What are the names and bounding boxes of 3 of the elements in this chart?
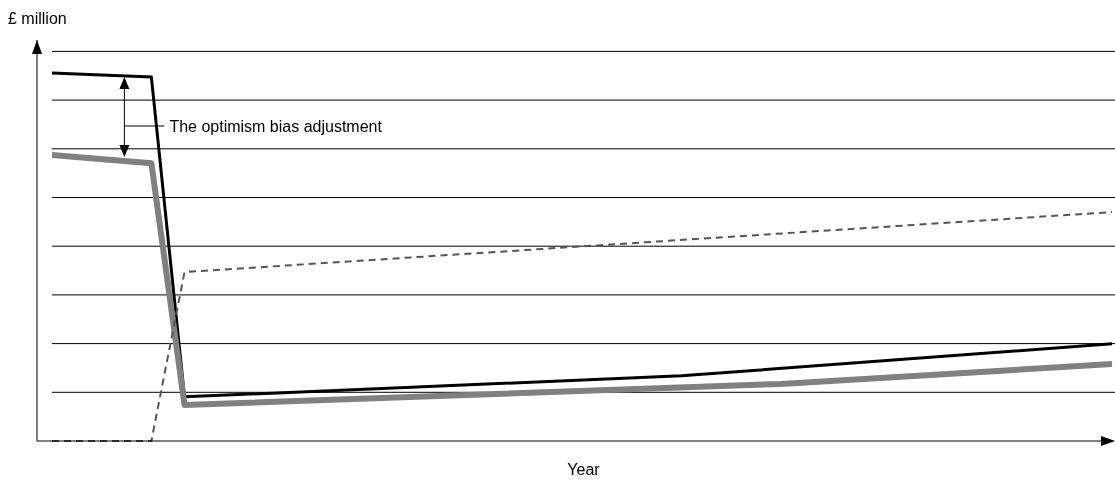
- y-axis-title: £ million: [8, 10, 67, 27]
- annotation: The optimism bias adjustment: [169, 118, 383, 135]
- x-axis-title: Year: [567, 461, 601, 478]
